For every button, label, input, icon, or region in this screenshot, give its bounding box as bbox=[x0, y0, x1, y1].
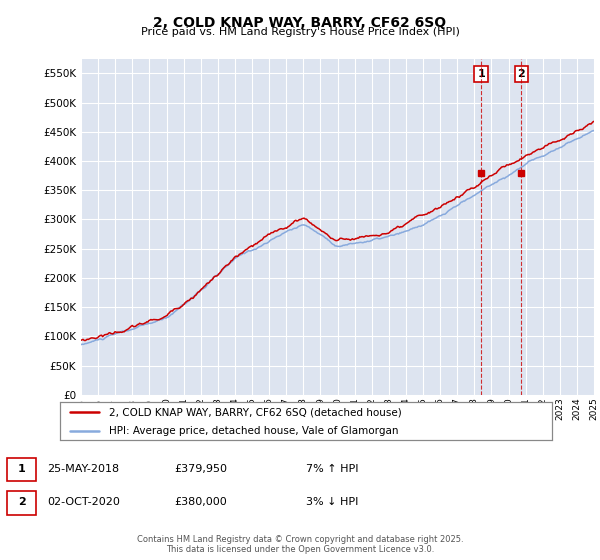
Text: £380,000: £380,000 bbox=[174, 497, 227, 507]
Text: 2: 2 bbox=[18, 497, 25, 507]
Text: Price paid vs. HM Land Registry's House Price Index (HPI): Price paid vs. HM Land Registry's House … bbox=[140, 27, 460, 37]
Text: £379,950: £379,950 bbox=[174, 464, 227, 474]
Text: 25-MAY-2018: 25-MAY-2018 bbox=[47, 464, 119, 474]
Text: 7% ↑ HPI: 7% ↑ HPI bbox=[306, 464, 359, 474]
Text: HPI: Average price, detached house, Vale of Glamorgan: HPI: Average price, detached house, Vale… bbox=[109, 426, 398, 436]
Text: 1: 1 bbox=[18, 464, 25, 474]
Text: Contains HM Land Registry data © Crown copyright and database right 2025.
This d: Contains HM Land Registry data © Crown c… bbox=[137, 535, 463, 554]
Text: 2, COLD KNAP WAY, BARRY, CF62 6SQ (detached house): 2, COLD KNAP WAY, BARRY, CF62 6SQ (detac… bbox=[109, 407, 402, 417]
Text: 3% ↓ HPI: 3% ↓ HPI bbox=[306, 497, 358, 507]
Text: 1: 1 bbox=[477, 69, 485, 79]
Text: 02-OCT-2020: 02-OCT-2020 bbox=[47, 497, 119, 507]
Text: 2: 2 bbox=[517, 69, 525, 79]
Text: 2, COLD KNAP WAY, BARRY, CF62 6SQ: 2, COLD KNAP WAY, BARRY, CF62 6SQ bbox=[154, 16, 446, 30]
